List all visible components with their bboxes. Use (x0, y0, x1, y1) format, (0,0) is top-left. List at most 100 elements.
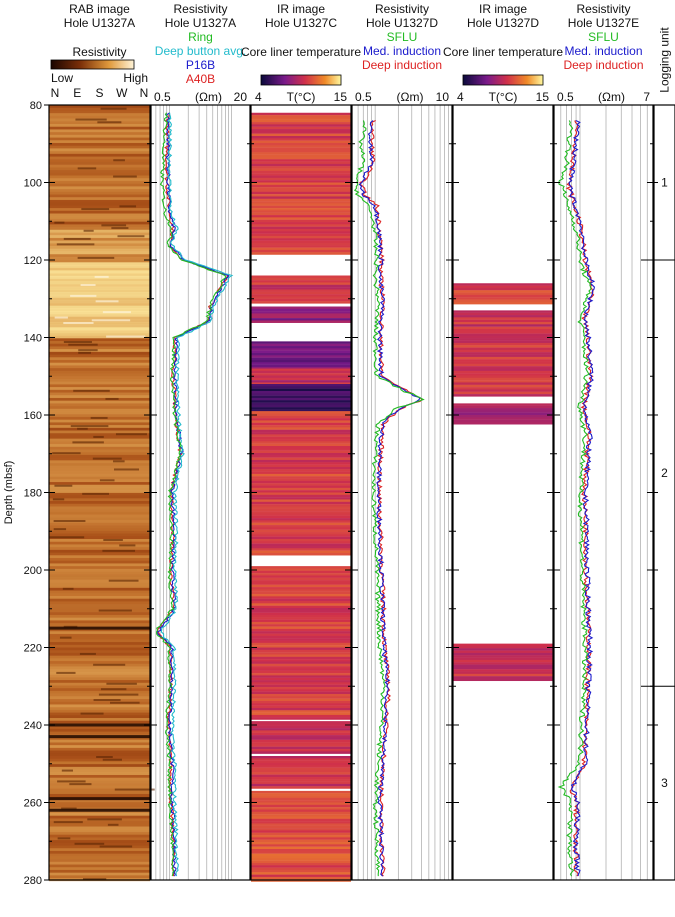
panel-subtitle: Hole U1327C (265, 16, 337, 30)
dark-band (49, 626, 150, 630)
panel-4 (351, 104, 453, 881)
ir-core (251, 721, 351, 754)
legend-entry: A40B (186, 72, 215, 86)
series-sflu (557, 120, 592, 877)
log-grid (560, 105, 648, 880)
ir-core (251, 790, 351, 882)
x-tick-label: 15 (536, 90, 550, 104)
legend-entry: P16B (186, 58, 215, 72)
ir-core (251, 112, 351, 255)
depth-tick-label: 280 (24, 875, 42, 887)
logging-unit-label: 3 (661, 776, 668, 790)
rab-colorbar (50, 59, 135, 70)
ir-core (453, 643, 553, 682)
panel-6 (553, 104, 654, 881)
series-ring (156, 112, 227, 877)
panel-title: Resistivity (576, 2, 630, 16)
panel-title: Resistivity (173, 2, 227, 16)
x-axis-label: T(°C) (489, 90, 518, 104)
x-axis-label: (Ωm) (598, 90, 625, 104)
ir-core (251, 756, 351, 789)
series-a40b (157, 112, 229, 877)
legend-entry: Deep button avg. (155, 44, 246, 58)
colorbar-high: High (123, 71, 148, 85)
colorbar-low: Low (51, 71, 73, 85)
panel-2 (150, 104, 251, 881)
x-axis-label: T(°C) (287, 90, 316, 104)
ir-colorbar (462, 74, 544, 86)
ir-core (251, 411, 351, 556)
series-med-induction (568, 120, 596, 877)
series-sflu (353, 120, 425, 877)
panel-subtitle: Hole U1327D (467, 16, 539, 30)
x-axis-label: (Ωm) (397, 90, 424, 104)
dark-band (49, 723, 150, 727)
x-axis-label: (Ωm) (195, 90, 222, 104)
depth-tick-label: 120 (24, 255, 42, 267)
legend-entry: SFLU (588, 30, 619, 44)
azimuth-tick-label: N (51, 86, 60, 100)
panel-1 (48, 104, 155, 882)
ir-colorbar (260, 74, 342, 86)
depth-axis-label: Depth (mbsf) (3, 461, 15, 525)
depth-tick-label: 200 (24, 565, 42, 577)
colorbar-label: Core liner temperature (443, 45, 563, 59)
series-p16b (156, 112, 230, 877)
dark-band (49, 797, 150, 801)
ir-core (453, 310, 553, 397)
azimuth-tick-label: E (73, 86, 81, 100)
depth-tick-label: 160 (24, 410, 42, 422)
azimuth-tick-label: S (95, 86, 103, 100)
dark-band (49, 735, 150, 739)
panel-title: Resistivity (375, 2, 429, 16)
colorbar-label: Core liner temperature (241, 45, 361, 59)
x-tick-label: 10 (436, 90, 450, 104)
dark-band (49, 808, 150, 812)
depth-tick-label: 100 (24, 178, 42, 190)
panel-subtitle: Hole U1327E (568, 16, 639, 30)
legend-entry: Deep induction (563, 58, 643, 72)
panel-title: IR image (479, 2, 527, 16)
x-tick-label: 0.5 (154, 90, 171, 104)
series-med-induction (358, 120, 421, 877)
log-grid (155, 105, 232, 880)
x-tick-label: 15 (334, 90, 348, 104)
panel-subtitle: Hole U1327A (165, 16, 236, 30)
legend-entry: Ring (188, 30, 213, 44)
logging-unit-label: 2 (661, 466, 668, 480)
panel-frame (351, 104, 453, 881)
ir-image-bg (453, 105, 553, 880)
panel-frame (553, 104, 654, 881)
panel-5 (452, 104, 554, 881)
azimuth-tick-label: W (116, 86, 128, 100)
logging-unit-title: Logging unit (658, 27, 672, 93)
x-tick-label: 4 (457, 90, 464, 104)
ir-core (251, 566, 351, 720)
depth-tick-label: 180 (24, 488, 42, 500)
colorbar-label: Resistivity (72, 45, 126, 59)
panel-subtitle: Hole U1327D (366, 16, 438, 30)
ir-core (251, 275, 351, 304)
depth-tick-label: 140 (24, 333, 42, 345)
ir-core (453, 283, 553, 305)
depth-tick-label: 240 (24, 720, 42, 732)
panel-frame (150, 104, 251, 881)
ir-core (453, 403, 553, 425)
series-deep-induction (359, 120, 423, 877)
legend-entry: Med. induction (363, 44, 441, 58)
x-tick-label: 4 (255, 90, 262, 104)
x-tick-label: 7 (643, 90, 650, 104)
panel-title: IR image (277, 2, 325, 16)
ir-core (251, 306, 351, 323)
panel-3 (250, 104, 352, 882)
series-deep-button-avg- (160, 112, 234, 877)
log-grid (357, 105, 449, 880)
x-tick-label: 0.5 (355, 90, 372, 104)
